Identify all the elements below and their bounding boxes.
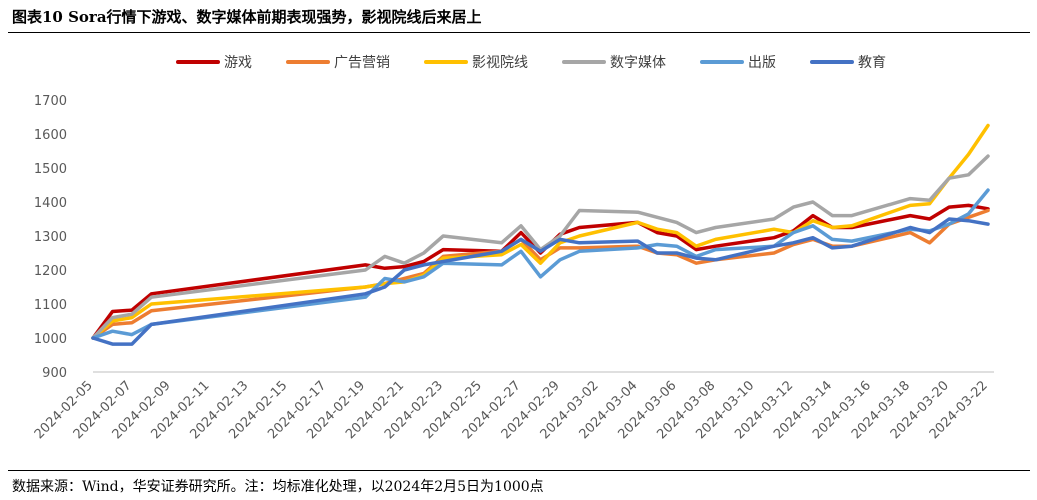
y-tick-label: 1300: [34, 230, 67, 245]
bottom-rule: [8, 470, 1030, 471]
series-layer: [91, 123, 990, 346]
figure-title: 图表10 Sora行情下游戏、数字媒体前期表现强势，影视院线后来居上: [12, 8, 482, 26]
line-chart: 游戏 广告营销 影视院线 数字媒体 出版 教育 900 1000 1100 1200 1300 14…: [32, 55, 994, 442]
legend-label: 数字媒体: [610, 55, 666, 71]
series-line: [91, 154, 990, 340]
legend-label: 游戏: [224, 55, 252, 71]
series-line: [91, 123, 990, 340]
y-tick-label: 1400: [34, 196, 67, 211]
y-tick-label: 1700: [34, 94, 67, 109]
series-line: [91, 217, 990, 346]
series-line: [91, 188, 990, 340]
legend-label: 影视院线: [472, 55, 528, 71]
top-rule: [8, 32, 1030, 33]
chart-legend: 游戏 广告营销 影视院线 数字媒体 出版 教育: [176, 55, 886, 71]
y-tick-label: 1100: [34, 298, 67, 313]
y-tick-label: 900: [42, 366, 67, 381]
y-tick-label: 1200: [34, 264, 67, 279]
legend-label: 广告营销: [334, 55, 390, 71]
legend-label: 教育: [858, 55, 886, 71]
y-tick-label: 1500: [34, 162, 67, 177]
y-tick-label: 1000: [34, 332, 67, 347]
chart-axes: 900100011001200130014001500160017002024-…: [32, 94, 994, 442]
figure-source: 数据来源：Wind，华安证券研究所。注：均标准化处理，以2024年2月5日为10…: [12, 479, 544, 495]
legend-label: 出版: [748, 55, 776, 71]
y-tick-label: 1600: [34, 128, 67, 143]
